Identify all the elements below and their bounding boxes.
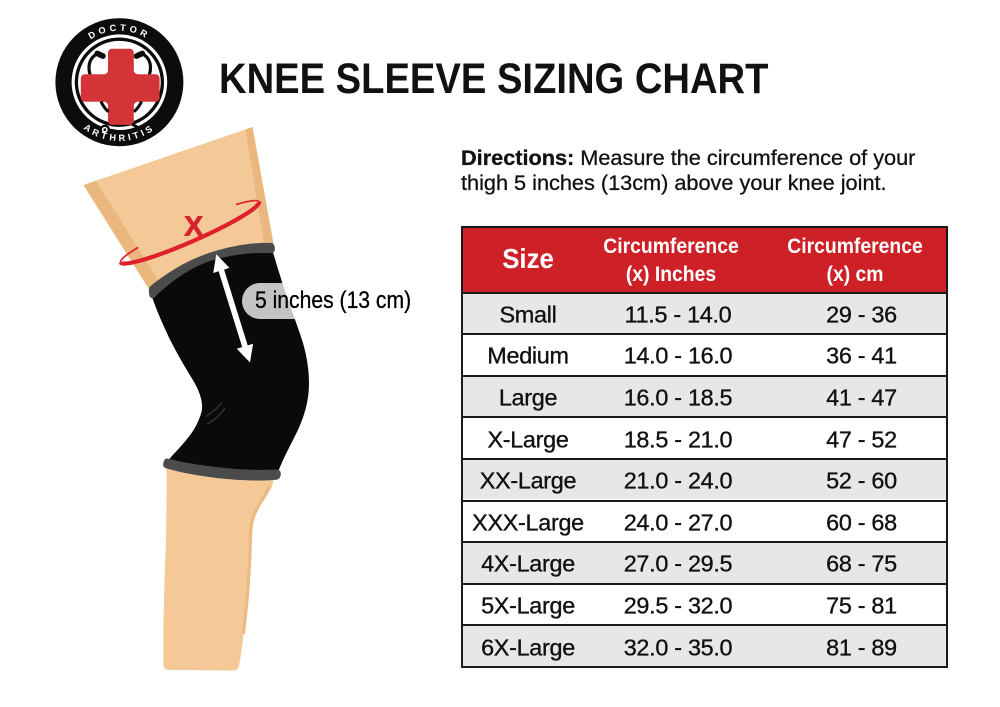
svg-text:X: X xyxy=(184,211,203,242)
